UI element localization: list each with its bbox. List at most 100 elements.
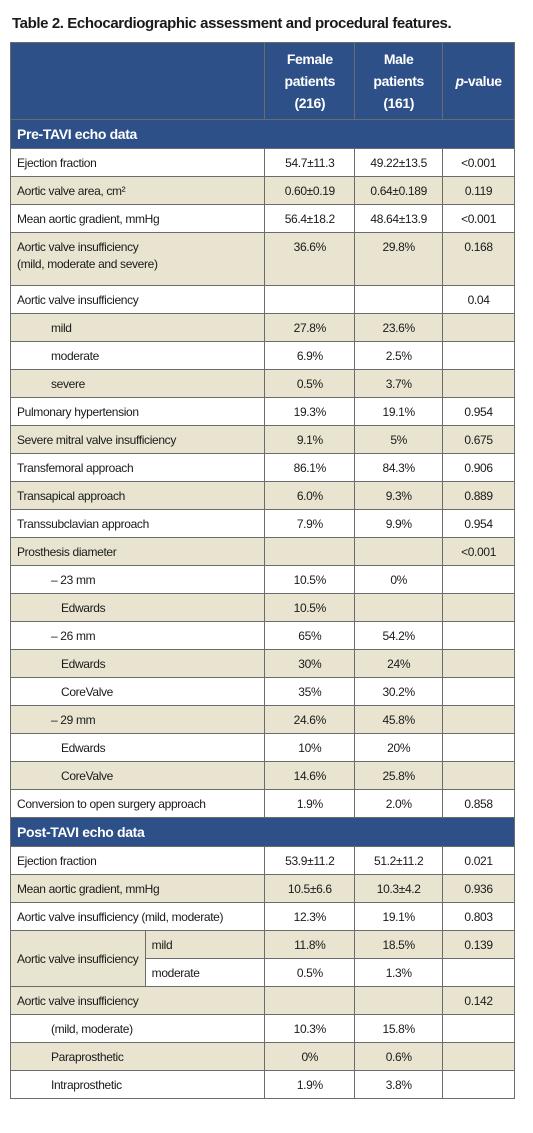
value-cell: 15.8% — [354, 1014, 444, 1043]
table-row: moderate 6.9% 2.5% — [9, 341, 515, 370]
row-label: severe — [9, 369, 266, 398]
table-row: – 26 mm 65% 54.2% — [9, 621, 515, 650]
value-cell: 19.1% — [354, 397, 444, 426]
value-cell: 1.9% — [264, 789, 356, 818]
data-table: Female patients (216) Male patients (161)… — [9, 42, 515, 1099]
value-cell: 9.3% — [354, 481, 444, 510]
empty-cell — [264, 285, 356, 314]
table-row: Transfemoral approach 86.1% 84.3% 0.906 — [9, 453, 515, 482]
value-cell: 54.7±11.3 — [264, 148, 356, 177]
value-cell: 18.5% — [354, 930, 444, 959]
empty-cell — [442, 958, 515, 987]
table-row: (mild, moderate) 10.3% 15.8% — [9, 1014, 515, 1043]
value-cell: 11.8% — [264, 930, 356, 959]
value-cell: 0.6% — [354, 1042, 444, 1071]
column-header: p-value — [442, 42, 515, 120]
value-cell: 0.954 — [442, 509, 515, 538]
value-cell: 0.64±0.189 — [354, 176, 444, 205]
value-cell: 0.858 — [442, 789, 515, 818]
table-row: Aortic valve area, cm² 0.60±0.19 0.64±0.18… — [9, 176, 515, 205]
empty-cell — [354, 285, 444, 314]
row-label: Severe mitral valve insufficiency — [9, 425, 266, 454]
value-cell: 0.889 — [442, 481, 515, 510]
table-row: CoreValve 35% 30.2% — [9, 677, 515, 706]
value-cell: <0.001 — [442, 537, 515, 566]
row-label: Aortic valve insufficiency — [10, 930, 146, 987]
value-cell: 10.3% — [264, 1014, 356, 1043]
row-label: Pulmonary hypertension — [9, 397, 266, 426]
row-label: Aortic valve insufficiency — [9, 285, 266, 314]
value-cell: <0.001 — [442, 148, 515, 177]
value-cell: 49.22±13.5 — [354, 148, 444, 177]
value-cell: 0.139 — [442, 930, 515, 959]
table-row: Intraprosthetic 1.9% 3.8% — [9, 1070, 515, 1099]
empty-cell — [354, 593, 444, 622]
value-cell: 0.60±0.19 — [264, 176, 356, 205]
value-cell: 54.2% — [354, 621, 444, 650]
empty-cell — [354, 537, 444, 566]
value-cell: 19.3% — [264, 397, 356, 426]
value-cell: 10% — [264, 733, 356, 762]
empty-cell — [442, 705, 515, 734]
header-cell — [9, 42, 266, 120]
table-row: Severe mitral valve insufficiency 9.1% 5% 0… — [9, 425, 515, 454]
row-label: Conversion to open surgery approach — [9, 789, 266, 818]
value-cell: 0.936 — [442, 874, 515, 903]
value-cell: 9.9% — [354, 509, 444, 538]
empty-cell — [442, 341, 515, 370]
value-cell: 6.0% — [264, 481, 356, 510]
row-label: Aortic valve area, cm² — [9, 176, 266, 205]
value-cell: 9.1% — [264, 425, 356, 454]
value-cell: 51.2±11.2 — [354, 846, 444, 875]
table-row: CoreValve 14.6% 25.8% — [9, 761, 515, 790]
value-cell: 1.9% — [264, 1070, 356, 1099]
value-cell: <0.001 — [442, 204, 515, 233]
value-cell: 0% — [354, 565, 444, 594]
value-cell: 10.3±4.2 — [354, 874, 444, 903]
table-row: moderate 0.5% 1.3% — [11, 958, 515, 987]
row-label: Edwards — [9, 649, 266, 678]
row-label: CoreValve — [9, 677, 266, 706]
value-cell: 36.6% — [264, 232, 356, 286]
value-cell: 30.2% — [354, 677, 444, 706]
table-row: Conversion to open surgery approach 1.9% 2… — [9, 789, 515, 818]
empty-cell — [442, 677, 515, 706]
table-row: Edwards 10.5% — [9, 593, 515, 622]
table-row: – 29 mm 24.6% 45.8% — [9, 705, 515, 734]
header-row: Female patients (216) Male patients (161)… — [9, 42, 515, 120]
row-sublabel: moderate — [144, 958, 266, 987]
row-label: Intraprosthetic — [9, 1070, 266, 1099]
value-cell: 30% — [264, 649, 356, 678]
empty-cell — [442, 733, 515, 762]
row-label: moderate — [9, 341, 266, 370]
table-row: Aortic valve insufficiency mild 11.8% 18.5%… — [10, 930, 515, 987]
row-label: Transapical approach — [9, 481, 266, 510]
value-cell: 48.64±13.9 — [354, 204, 444, 233]
row-label: Transsubclavian approach — [9, 509, 266, 538]
value-cell: 20% — [354, 733, 444, 762]
row-label: Mean aortic gradient, mmHg — [9, 874, 266, 903]
table-row: Aortic valve insufficiency (mild, modera… — [9, 902, 515, 931]
row-label: Ejection fraction — [9, 148, 266, 177]
empty-cell — [442, 1042, 515, 1071]
value-cell: 3.7% — [354, 369, 444, 398]
row-label: Prosthesis diameter — [9, 537, 266, 566]
table-row: severe 0.5% 3.7% — [9, 369, 515, 398]
value-cell: 14.6% — [264, 761, 356, 790]
value-cell: 0.5% — [264, 369, 356, 398]
row-label: Paraprosthetic — [9, 1042, 266, 1071]
table-row: Aortic valve insufficiency 0.142 — [9, 986, 515, 1015]
empty-cell — [354, 986, 444, 1015]
section-title: Post-TAVI echo data — [10, 817, 515, 847]
empty-cell — [442, 761, 515, 790]
value-cell: 19.1% — [354, 902, 444, 931]
empty-cell — [442, 313, 515, 342]
row-label: Ejection fraction — [9, 846, 266, 875]
row-label: Mean aortic gradient, mmHg — [9, 204, 266, 233]
value-cell: 0.021 — [442, 846, 515, 875]
empty-cell — [442, 369, 515, 398]
value-cell: 0.142 — [442, 986, 515, 1015]
row-label: Edwards — [9, 593, 266, 622]
value-cell: 2.5% — [354, 341, 444, 370]
row-label: Edwards — [9, 733, 266, 762]
